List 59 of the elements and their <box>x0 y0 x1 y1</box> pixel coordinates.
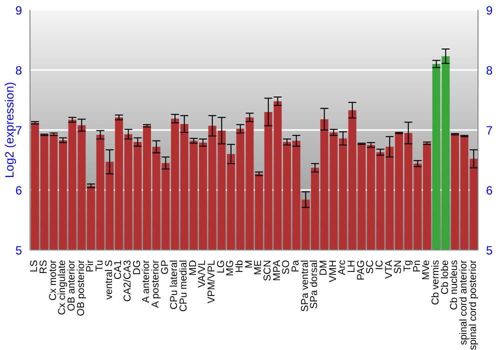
x-tick-label: SCN <box>262 260 274 282</box>
x-tick-label: PAG <box>356 260 367 280</box>
x-tick-label: MPA <box>272 260 283 281</box>
x-tick-label: SC <box>365 260 376 274</box>
x-tick-label: spinal cord posterior <box>468 259 479 350</box>
x-tick-label: Pn <box>412 260 423 272</box>
y-tick-label: 5 <box>15 243 22 258</box>
x-tick-label: Pa <box>290 260 302 272</box>
y-tick-label: 6 <box>15 183 22 198</box>
y2-tick-label: 7 <box>486 123 493 138</box>
x-tick-label: Pir <box>85 259 96 272</box>
x-tick-label: LS <box>29 260 40 272</box>
x-tick-label: ventral S <box>104 260 115 300</box>
x-tick-label: VA/VL <box>197 260 208 288</box>
x-tick-label: LH <box>346 260 358 273</box>
y-tick-label: 8 <box>15 63 22 78</box>
x-tick-label: Cx cingulate <box>57 260 68 316</box>
y2-tick-label: 5 <box>486 243 493 258</box>
y2-tick-label: 6 <box>486 183 493 198</box>
x-tick-label: Cb vermis <box>430 260 442 306</box>
x-tick-label: CPu lateral <box>169 260 180 310</box>
x-tick-label: spinal cord anterior <box>458 259 470 346</box>
x-tick-label: GP <box>160 260 171 274</box>
x-tick-label: OB posterior <box>76 259 87 316</box>
x-tick-label: Tu <box>94 260 106 272</box>
y2-tick-label: 8 <box>486 63 493 78</box>
x-tick-label: MD <box>188 260 199 276</box>
x-tick-label: LG <box>216 260 227 274</box>
x-tick-label: DG <box>132 260 143 275</box>
x-tick-label: CA2/CA3 <box>122 260 134 302</box>
x-tick-label: A posterior <box>150 259 162 308</box>
x-tick-label: Cx motor <box>48 259 59 301</box>
x-tick-label: SPa ventral <box>300 260 311 312</box>
x-tick-label: VMH <box>328 260 339 282</box>
x-tick-label: DM <box>318 260 330 276</box>
x-tick-label: IC <box>374 260 386 270</box>
x-tick-label: MVe <box>421 260 432 280</box>
y-tick-label: 7 <box>15 123 22 138</box>
y-axis-title: Log2 (expression) <box>2 82 16 178</box>
y-tick-label: 9 <box>15 3 22 18</box>
x-tick-label: ME <box>253 260 264 275</box>
x-tick-label: Tg <box>402 260 414 272</box>
x-tick-label: M <box>244 260 255 268</box>
x-tick-label: Cb nucleus <box>449 260 460 310</box>
x-tick-label: SPa dorsal <box>309 260 320 309</box>
x-tick-label: CPu medial <box>178 260 190 312</box>
x-tick-label: CA1 <box>113 260 124 280</box>
x-tick-label: Cb lobe <box>440 260 451 294</box>
y2-tick-label: 9 <box>486 3 493 18</box>
x-tick-label: Hb <box>234 260 246 273</box>
x-tick-label: RS <box>38 260 50 274</box>
x-tick-label: SN <box>393 260 404 274</box>
x-tick-label: VPM/VPL <box>206 260 218 304</box>
x-tick-label: SO <box>281 260 292 274</box>
x-tick-label: A anterior <box>141 259 152 303</box>
x-tick-label: MG <box>225 260 236 276</box>
x-tick-label: OB anterior <box>66 259 78 312</box>
x-tick-label: VTA <box>384 260 395 279</box>
x-tick-label: Arc <box>337 260 348 275</box>
